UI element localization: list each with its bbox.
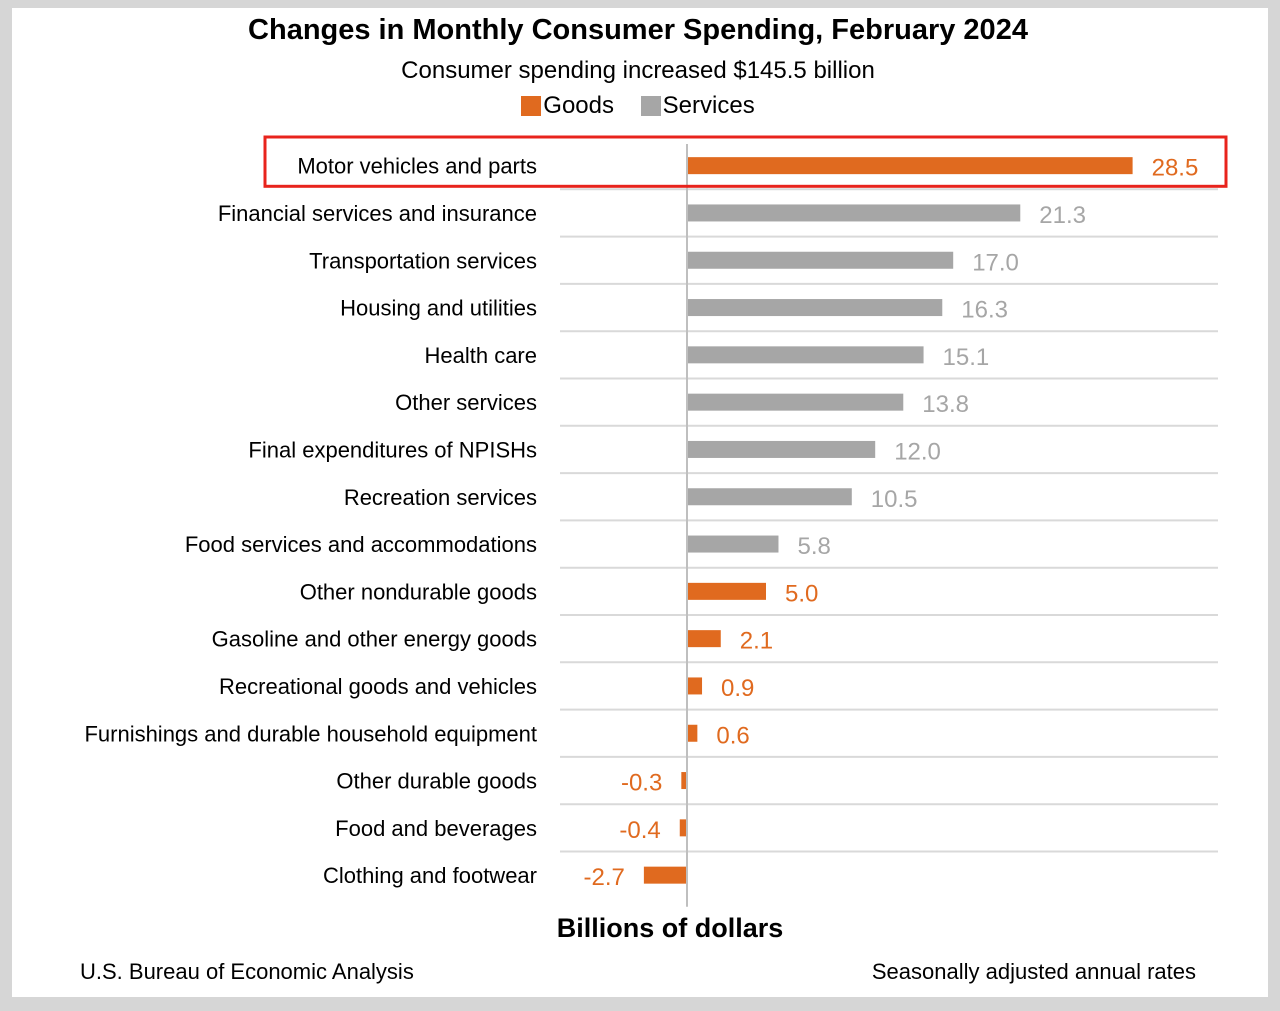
value-label-recreational-goods-and-vehicles: 0.9 — [721, 675, 754, 702]
value-label-recreation-services: 10.5 — [871, 486, 918, 513]
legend-item-services: Services — [640, 92, 755, 120]
bar-housing-and-utilities — [688, 299, 943, 317]
category-label-food-and-beverages: Food and beverages — [335, 816, 537, 841]
source-note: U.S. Bureau of Economic Analysis — [80, 959, 414, 984]
legend-label-services: Services — [662, 92, 755, 119]
bar-recreational-goods-and-vehicles — [688, 677, 703, 695]
bar-final-expenditures-of-npishs — [688, 440, 876, 458]
category-label-gasoline-and-other-energy-goods: Gasoline and other energy goods — [212, 627, 537, 652]
x-axis-label: Billions of dollars — [556, 913, 784, 943]
bar-other-durable-goods — [681, 772, 686, 790]
category-label-motor-vehicles-and-parts: Motor vehicles and parts — [297, 154, 537, 179]
category-label-transportation-services: Transportation services — [309, 248, 537, 273]
legend-item-goods: Goods — [521, 92, 614, 120]
value-label-motor-vehicles-and-parts: 28.5 — [1152, 155, 1199, 182]
bar-other-services — [688, 393, 904, 411]
category-label-furnishings-and-durable-household-equipment: Furnishings and durable household equipm… — [84, 721, 537, 746]
bar-other-nondurable-goods — [688, 582, 766, 600]
value-label-final-expenditures-of-npishs: 12.0 — [894, 438, 941, 465]
bar-motor-vehicles-and-parts — [688, 157, 1133, 175]
bar-health-care — [688, 346, 924, 364]
value-label-financial-services-and-insurance: 21.3 — [1039, 202, 1086, 229]
value-label-food-services-and-accommodations: 5.8 — [797, 533, 830, 560]
legend-swatch-services — [640, 96, 661, 116]
chart-title: Changes in Monthly Consumer Spending, Fe… — [248, 14, 1028, 46]
value-label-other-nondurable-goods: 5.0 — [785, 580, 818, 607]
bar-furnishings-and-durable-household-equipment — [688, 724, 698, 742]
value-label-health-care: 15.1 — [943, 344, 990, 371]
value-label-clothing-and-footwear: -2.7 — [584, 864, 625, 891]
bar-food-services-and-accommodations — [688, 535, 779, 553]
category-label-other-durable-goods: Other durable goods — [336, 769, 537, 794]
bar-financial-services-and-insurance — [688, 204, 1021, 222]
bar-clothing-and-footwear — [643, 866, 686, 884]
bar-gasoline-and-other-energy-goods — [688, 630, 721, 648]
value-label-other-durable-goods: -0.3 — [621, 770, 662, 797]
category-label-recreation-services: Recreation services — [344, 485, 537, 510]
highlight-box — [263, 135, 1228, 188]
value-label-gasoline-and-other-energy-goods: 2.1 — [740, 628, 773, 655]
value-label-transportation-services: 17.0 — [972, 249, 1019, 276]
category-label-final-expenditures-of-npishs: Final expenditures of NPISHs — [248, 437, 537, 462]
category-label-other-nondurable-goods: Other nondurable goods — [300, 579, 537, 604]
value-label-food-and-beverages: -0.4 — [619, 817, 660, 844]
legend-swatch-goods — [521, 96, 542, 116]
bar-transportation-services — [688, 251, 954, 269]
category-label-financial-services-and-insurance: Financial services and insurance — [218, 201, 537, 226]
category-label-housing-and-utilities: Housing and utilities — [340, 296, 537, 321]
category-label-health-care: Health care — [424, 343, 537, 368]
category-label-clothing-and-footwear: Clothing and footwear — [323, 863, 537, 888]
rates-note: Seasonally adjusted annual rates — [871, 959, 1196, 984]
value-label-housing-and-utilities: 16.3 — [961, 297, 1008, 324]
bar-recreation-services — [688, 488, 852, 506]
bar-food-and-beverages — [679, 819, 686, 837]
chart-legend: Goods Services — [0, 92, 1276, 120]
value-label-furnishings-and-durable-household-equipment: 0.6 — [716, 722, 749, 749]
category-label-food-services-and-accommodations: Food services and accommodations — [185, 532, 537, 557]
category-label-other-services: Other services — [395, 390, 537, 415]
value-label-other-services: 13.8 — [922, 391, 969, 418]
category-label-recreational-goods-and-vehicles: Recreational goods and vehicles — [219, 674, 537, 699]
legend-label-goods: Goods — [543, 92, 614, 119]
chart-subtitle: Consumer spending increased $145.5 billi… — [401, 57, 875, 84]
